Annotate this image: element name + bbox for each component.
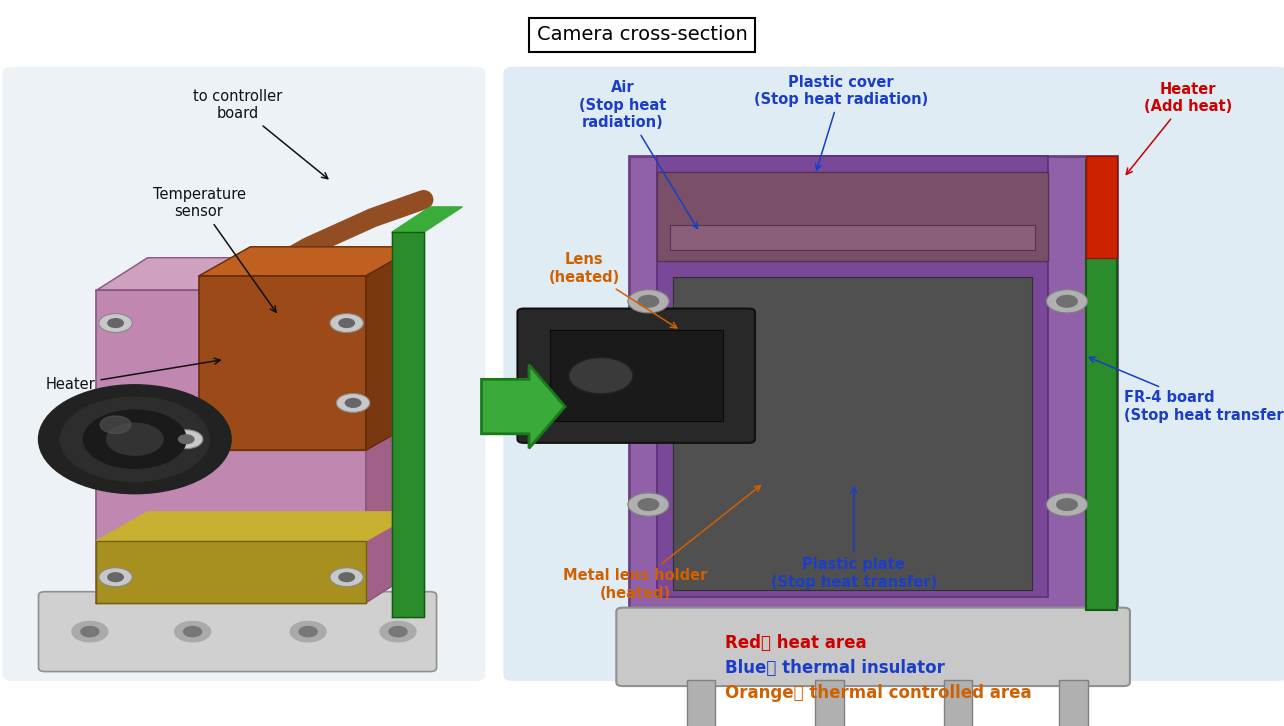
Circle shape <box>380 621 416 642</box>
Circle shape <box>299 627 317 637</box>
Circle shape <box>290 621 326 642</box>
Bar <box>1086 156 1117 258</box>
FancyBboxPatch shape <box>3 67 485 681</box>
Text: Metal lens holder
(heated): Metal lens holder (heated) <box>564 486 760 600</box>
Polygon shape <box>392 232 424 617</box>
FancyBboxPatch shape <box>503 67 1284 681</box>
Text: Lens
(heated): Lens (heated) <box>548 253 677 328</box>
Text: Heater
(Add heat): Heater (Add heat) <box>1126 82 1231 174</box>
Bar <box>1059 680 1088 726</box>
Bar <box>657 156 1048 597</box>
Circle shape <box>330 314 363 333</box>
Circle shape <box>175 621 211 642</box>
FancyBboxPatch shape <box>517 309 755 443</box>
Circle shape <box>108 319 123 327</box>
Circle shape <box>1057 295 1077 307</box>
Polygon shape <box>96 290 366 603</box>
Text: to controller
board: to controller board <box>193 89 327 179</box>
Bar <box>815 680 844 726</box>
Circle shape <box>336 393 370 412</box>
Text: Orange： thermal controlled area: Orange： thermal controlled area <box>725 685 1032 702</box>
Text: Blue： thermal insulator: Blue： thermal insulator <box>725 659 945 677</box>
FancyBboxPatch shape <box>616 608 1130 686</box>
Text: FR-4 board
(Stop heat transfer): FR-4 board (Stop heat transfer) <box>1089 357 1284 423</box>
FancyBboxPatch shape <box>39 592 437 672</box>
Circle shape <box>108 573 123 582</box>
Bar <box>1086 160 1117 610</box>
Polygon shape <box>96 512 417 541</box>
Circle shape <box>628 493 669 516</box>
Text: Temperature
sensor: Temperature sensor <box>153 187 276 312</box>
Circle shape <box>628 290 669 313</box>
Polygon shape <box>96 541 366 603</box>
Bar <box>670 225 1035 250</box>
Text: Plastic cover
(Stop heat radiation): Plastic cover (Stop heat radiation) <box>754 75 928 170</box>
Circle shape <box>99 568 132 587</box>
Circle shape <box>178 435 194 444</box>
Bar <box>657 172 1048 261</box>
Circle shape <box>339 319 354 327</box>
Circle shape <box>100 416 131 433</box>
Circle shape <box>107 423 163 455</box>
Text: Camera cross-section: Camera cross-section <box>537 25 747 44</box>
Polygon shape <box>392 207 462 232</box>
Circle shape <box>99 314 132 333</box>
Circle shape <box>638 499 659 510</box>
Text: Air
(Stop heat
radiation): Air (Stop heat radiation) <box>579 81 697 229</box>
Bar <box>944 680 972 726</box>
Circle shape <box>339 573 354 582</box>
Circle shape <box>1046 493 1088 516</box>
Polygon shape <box>366 247 417 450</box>
Bar <box>687 680 715 726</box>
Text: Heater: Heater <box>46 358 221 392</box>
Circle shape <box>169 430 203 449</box>
Circle shape <box>39 385 231 494</box>
Circle shape <box>638 295 659 307</box>
Circle shape <box>1057 499 1077 510</box>
Circle shape <box>81 627 99 637</box>
FancyArrow shape <box>482 364 565 448</box>
Polygon shape <box>199 276 366 450</box>
Bar <box>550 330 723 421</box>
Circle shape <box>1046 290 1088 313</box>
Circle shape <box>345 399 361 407</box>
Polygon shape <box>366 258 417 603</box>
Circle shape <box>83 410 186 468</box>
Circle shape <box>60 397 209 481</box>
Text: Red： heat area: Red： heat area <box>725 634 867 651</box>
Circle shape <box>569 358 633 393</box>
Circle shape <box>389 627 407 637</box>
Polygon shape <box>199 247 417 276</box>
Circle shape <box>184 627 202 637</box>
Circle shape <box>330 568 363 587</box>
Bar <box>673 277 1032 590</box>
Text: Plastic plate
(Stop heat transfer): Plastic plate (Stop heat transfer) <box>770 487 937 590</box>
Bar <box>629 156 1117 613</box>
Circle shape <box>72 621 108 642</box>
Polygon shape <box>96 258 417 290</box>
